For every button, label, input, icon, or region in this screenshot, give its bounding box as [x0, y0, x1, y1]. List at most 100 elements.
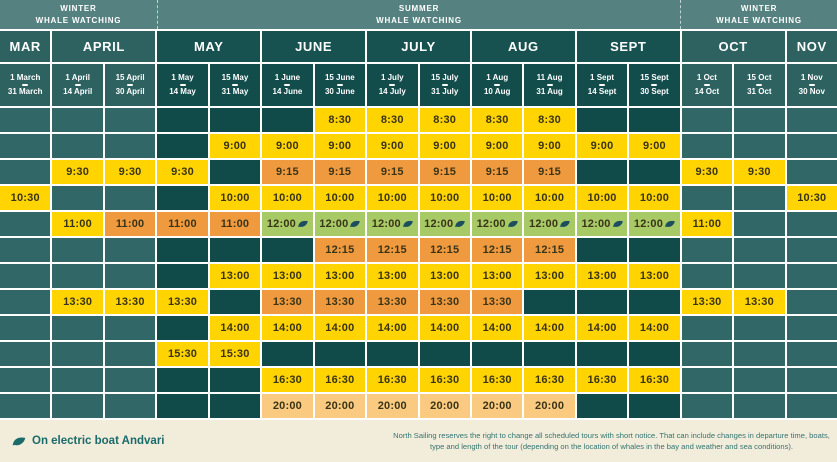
empty-cell: [209, 108, 261, 132]
time-cell: 9:15: [419, 160, 470, 184]
empty-cell: [104, 108, 156, 132]
time-cell: 16:30: [314, 368, 366, 392]
empty-cell: [734, 316, 785, 340]
time-cell: 8:30: [367, 108, 418, 132]
empty-cell: [734, 342, 785, 366]
empty-cell: [786, 394, 837, 418]
time-cell: 9:00: [524, 134, 575, 158]
empty-cell: [157, 108, 208, 132]
empty-cell: [314, 342, 366, 366]
time-cell: 10:00: [524, 186, 575, 210]
leaf-icon: [402, 218, 414, 230]
time-cell: 13:30: [262, 290, 313, 314]
date-range-cell: 15 June 30 June: [314, 64, 366, 106]
date-range-dash: [703, 84, 710, 86]
time-cell: 10:00: [471, 186, 523, 210]
empty-cell: [786, 316, 837, 340]
empty-cell: [0, 160, 51, 184]
empty-cell: [734, 108, 785, 132]
empty-cell: [681, 264, 733, 288]
time-cell: 11:00: [104, 212, 156, 236]
empty-cell: [734, 264, 785, 288]
time-cell: 10:00: [262, 186, 313, 210]
empty-cell: [786, 108, 837, 132]
empty-cell: [209, 160, 261, 184]
date-range-dash: [546, 84, 553, 86]
empty-cell: [52, 368, 103, 392]
footer: On electric boat Andvari North Sailing r…: [0, 420, 837, 462]
empty-cell: [576, 238, 628, 262]
time-cell: 12:00: [629, 212, 680, 236]
time-cell: 9:30: [104, 160, 156, 184]
empty-cell: [52, 342, 103, 366]
empty-cell: [681, 316, 733, 340]
empty-cell: [209, 394, 261, 418]
date-range-cell: 15 Oct 31 Oct: [734, 64, 785, 106]
empty-cell: [629, 394, 680, 418]
leaf-icon: [559, 218, 571, 230]
time-cell: 9:00: [314, 134, 366, 158]
empty-cell: [629, 342, 680, 366]
date-range-dash: [808, 84, 815, 86]
empty-cell: [157, 134, 208, 158]
time-cell: 14:00: [629, 316, 680, 340]
time-cell: 9:00: [471, 134, 523, 158]
time-cell: 14:00: [471, 316, 523, 340]
time-cell: 8:30: [524, 108, 575, 132]
time-cell: 13:30: [681, 290, 733, 314]
time-cell: 12:15: [314, 238, 366, 262]
date-range-dash: [599, 84, 606, 86]
time-cell: 9:15: [367, 160, 418, 184]
date-range-dash: [179, 84, 186, 86]
empty-cell: [0, 316, 51, 340]
time-cell: 20:00: [419, 394, 470, 418]
empty-cell: [576, 160, 628, 184]
empty-cell: [52, 186, 103, 210]
date-range-cell: 11 Aug 31 Aug: [524, 64, 575, 106]
date-range-dash: [494, 84, 501, 86]
time-cell: 9:00: [262, 134, 313, 158]
empty-cell: [0, 108, 51, 132]
empty-cell: [786, 212, 837, 236]
empty-cell: [576, 108, 628, 132]
time-cell: 13:30: [734, 290, 785, 314]
month-header: JUNE: [262, 31, 366, 62]
time-cell: 10:00: [576, 186, 628, 210]
month-header: MAR: [0, 31, 51, 62]
empty-cell: [104, 264, 156, 288]
time-cell: 9:15: [262, 160, 313, 184]
empty-cell: [681, 368, 733, 392]
empty-cell: [104, 368, 156, 392]
empty-cell: [104, 394, 156, 418]
time-cell: 11:00: [209, 212, 261, 236]
month-header: SEPT: [576, 31, 680, 62]
date-range-cell: 1 Sept 14 Sept: [576, 64, 628, 106]
empty-cell: [786, 134, 837, 158]
empty-cell: [157, 316, 208, 340]
month-header: NOV: [786, 31, 837, 62]
empty-cell: [576, 290, 628, 314]
empty-cell: [734, 134, 785, 158]
empty-cell: [0, 212, 51, 236]
leaf-icon: [507, 218, 519, 230]
empty-cell: [576, 394, 628, 418]
empty-cell: [629, 290, 680, 314]
time-cell: 20:00: [314, 394, 366, 418]
empty-cell: [262, 342, 313, 366]
time-cell: 13:30: [314, 290, 366, 314]
date-range-dash: [231, 84, 238, 86]
empty-cell: [104, 342, 156, 366]
empty-cell: [52, 238, 103, 262]
leaf-icon: [454, 218, 466, 230]
date-range-dash: [441, 84, 448, 86]
empty-cell: [786, 264, 837, 288]
time-cell: 16:30: [524, 368, 575, 392]
time-cell: 9:30: [52, 160, 103, 184]
time-cell: 14:00: [262, 316, 313, 340]
month-header: JULY: [367, 31, 470, 62]
electric-boat-legend: On electric boat Andvari: [0, 435, 165, 448]
month-header: APRIL: [52, 31, 156, 62]
empty-cell: [734, 394, 785, 418]
time-cell: 12:00: [471, 212, 523, 236]
time-cell: 8:30: [419, 108, 470, 132]
